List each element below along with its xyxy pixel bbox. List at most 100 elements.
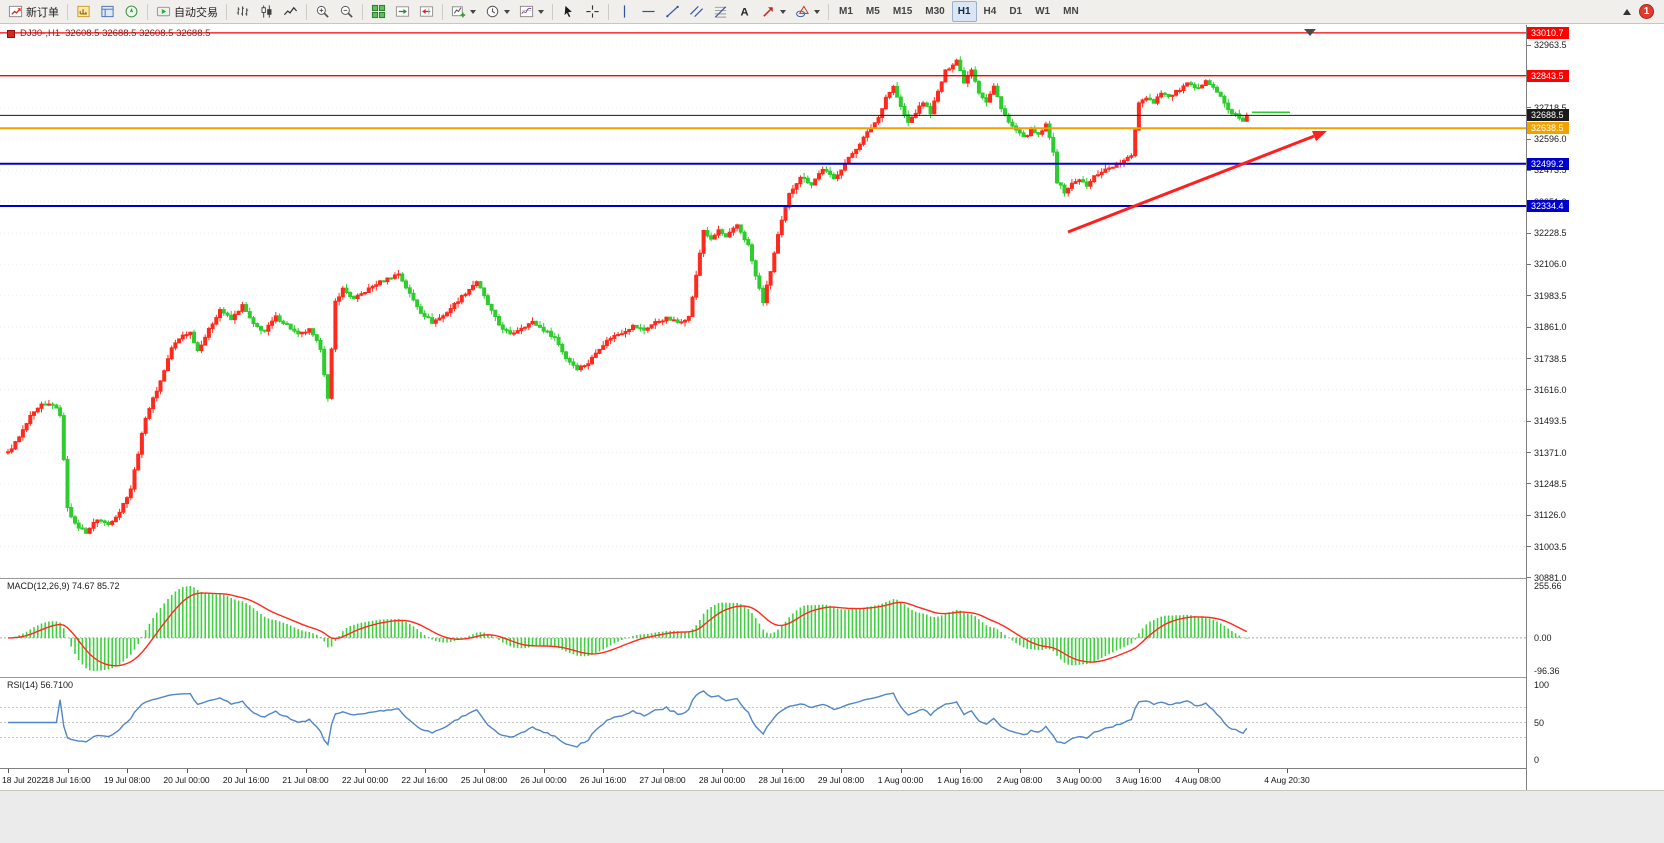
trendline-button[interactable] — [661, 1, 684, 22]
price-tick-label: 32228.5 — [1534, 228, 1567, 239]
price-axis-tick — [1527, 577, 1531, 579]
timeframe-mn-label: MN — [1063, 6, 1079, 17]
time-label: 29 Jul 08:00 — [817, 775, 865, 785]
time-label: 20 Jul 00:00 — [163, 775, 210, 785]
shapes-icon — [795, 4, 810, 19]
crosshair-button[interactable] — [581, 1, 604, 22]
zoom-in-icon — [315, 4, 330, 19]
autotrading-button[interactable]: 自动交易 — [152, 1, 222, 22]
rsi-axis-label: 0 — [1534, 755, 1540, 765]
arrows-button[interactable] — [757, 1, 790, 22]
price-tick-label: 31493.5 — [1534, 416, 1567, 427]
toolbar: 新订单 自动交易 A M1 M5 M15 M30 H1 H4 D1 W1 MN 1 — [0, 0, 1664, 24]
timeframe-m15[interactable]: M15 — [887, 1, 918, 22]
time-axis-tick — [1019, 769, 1021, 773]
chart-shift-button[interactable] — [415, 1, 438, 22]
autotrading-button-label: 自动交易 — [174, 6, 218, 19]
price-axis[interactable]: 32963.532841.032718.532596.032473.532351… — [1526, 25, 1664, 790]
price-axis-tick — [1527, 295, 1531, 297]
time-label: 22 Jul 00:00 — [341, 775, 389, 785]
chart-shift-marker[interactable] — [1304, 29, 1316, 36]
toolbar-right: 1 — [1623, 4, 1660, 19]
timeframe-m5[interactable]: M5 — [860, 1, 886, 22]
rsi-label: RSI(14) 56.7100 — [7, 680, 74, 690]
toolbar-button-groups: 新订单 自动交易 A M1 M5 M15 M30 H1 H4 D1 W1 MN — [4, 1, 1085, 22]
zoom-out-button[interactable] — [335, 1, 358, 22]
main-chart-canvas[interactable] — [0, 25, 1526, 578]
price-tick-label: 32596.0 — [1534, 134, 1567, 144]
bottom-filler — [0, 790, 1664, 843]
bar-chart-button[interactable] — [231, 1, 254, 22]
svg-text:A: A — [740, 7, 748, 19]
time-label: 26 Jul 16:00 — [579, 775, 627, 785]
time-axis-tick — [781, 769, 783, 773]
price-tick-label: 31616.0 — [1534, 384, 1567, 395]
rsi-axis-label: 50 — [1534, 717, 1545, 728]
macd-axis-label: 0.00 — [1534, 632, 1552, 643]
zoom-out-icon — [339, 4, 354, 19]
zoom-in-button[interactable] — [311, 1, 334, 22]
time-axis-tick — [543, 769, 545, 773]
price-axis-tick — [1527, 483, 1531, 485]
time-axis-tick — [1198, 769, 1199, 773]
notification-badge[interactable]: 1 — [1639, 4, 1654, 19]
time-axis-tick — [1287, 769, 1288, 773]
timeframe-h1[interactable]: H1 — [951, 1, 977, 22]
dropdown-caret-icon — [814, 9, 820, 14]
navigator-button[interactable] — [120, 1, 143, 22]
data-window-button[interactable] — [96, 1, 119, 22]
support-line-lower-price-box: 32334.4 — [1527, 200, 1569, 212]
time-axis-tick — [67, 769, 69, 773]
time-label: 28 Jul 00:00 — [698, 775, 746, 785]
new-chart-button[interactable] — [447, 1, 480, 22]
templates-button[interactable] — [515, 1, 548, 22]
text-button[interactable]: A — [733, 1, 756, 22]
rsi-axis-label: 100 — [1534, 680, 1550, 690]
vertical-line-button[interactable] — [613, 1, 636, 22]
timeframe-d1[interactable]: D1 — [1003, 1, 1028, 22]
price-axis-tick — [1527, 263, 1531, 265]
horizontal-line-button[interactable] — [637, 1, 660, 22]
timeframe-m30-label: M30 — [925, 6, 945, 17]
cursor-button[interactable] — [557, 1, 580, 22]
macd-axis-label: 255.66 — [1534, 581, 1562, 591]
market-watch-button[interactable] — [72, 1, 95, 22]
timeframe-m1[interactable]: M1 — [833, 1, 859, 22]
rsi-indicator-panel[interactable] — [0, 677, 1526, 768]
timeframe-w1[interactable]: W1 — [1029, 1, 1056, 22]
price-axis-tick — [1527, 107, 1531, 109]
trend-arrow-annotation[interactable] — [1067, 131, 1327, 234]
price-tick-label: 32963.5 — [1534, 40, 1567, 50]
price-tick-label: 32473.5 — [1534, 165, 1567, 176]
time-label: 3 Aug 00:00 — [1056, 775, 1102, 785]
price-axis-tick — [1527, 138, 1531, 140]
line-chart-button[interactable] — [279, 1, 302, 22]
price-tick-label: 31861.0 — [1534, 322, 1567, 333]
symbol-icon — [7, 29, 15, 38]
new-order-button[interactable]: 新订单 — [4, 1, 63, 22]
timeframe-mn[interactable]: MN — [1057, 1, 1085, 22]
timeframe-h4[interactable]: H4 — [978, 1, 1003, 22]
toolbar-overflow-icon[interactable] — [1623, 8, 1631, 15]
profiles-button[interactable] — [481, 1, 514, 22]
channel-button[interactable] — [685, 1, 708, 22]
tile-windows-button[interactable] — [367, 1, 390, 22]
candlestick-chart-button[interactable] — [255, 1, 278, 22]
candles-bullish — [6, 58, 1249, 535]
cursor-icon — [561, 4, 576, 19]
new-chart-icon — [451, 4, 466, 19]
fibo-icon — [713, 4, 728, 19]
timeframe-m30[interactable]: M30 — [919, 1, 950, 22]
fibonacci-button[interactable] — [709, 1, 732, 22]
macd-indicator-panel[interactable] — [0, 578, 1526, 677]
auto-scroll-button[interactable] — [391, 1, 414, 22]
shapes-button[interactable] — [791, 1, 824, 22]
time-label: 26 Jul 00:00 — [520, 775, 567, 785]
timeframe-m15-label: M15 — [892, 6, 913, 17]
bid-price-line-price-box: 32688.5 — [1527, 109, 1569, 122]
candles-bearish — [43, 56, 1245, 535]
price-axis-tick — [1527, 232, 1531, 234]
time-axis[interactable]: 18 Jul 2022 18 Jul 16:00 19 Jul 08:00 20 Ju… — [0, 768, 1526, 790]
price-axis-tick — [1527, 420, 1531, 422]
